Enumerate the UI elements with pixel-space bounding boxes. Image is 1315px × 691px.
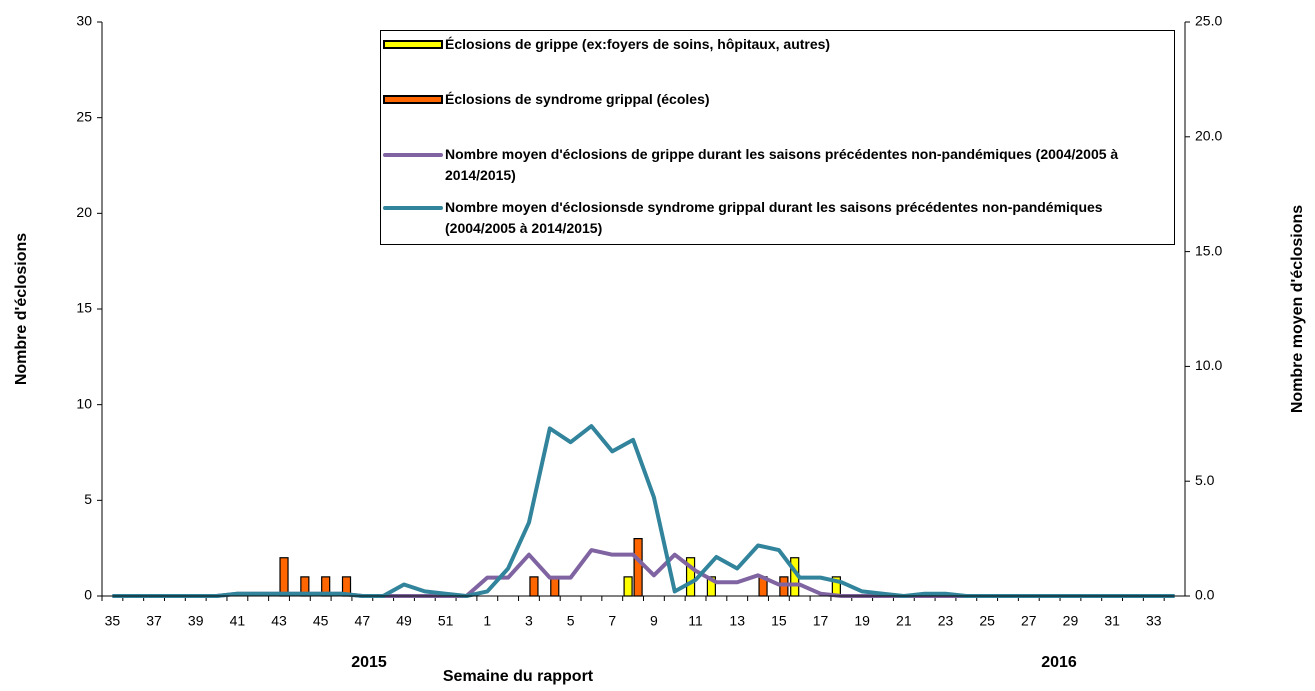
x-tick-label: 33 xyxy=(1146,613,1162,629)
x-tick-label: 7 xyxy=(608,613,616,629)
x-tick-label: 37 xyxy=(146,613,162,629)
line xyxy=(112,424,1175,598)
y-tick-label: 20 xyxy=(76,204,92,220)
y-tick-label: 0 xyxy=(84,587,92,603)
x-tick-label: 47 xyxy=(355,613,371,629)
x-tick-label: 43 xyxy=(271,613,287,629)
x-tick-label: 17 xyxy=(813,613,829,629)
legend-swatch xyxy=(381,200,445,216)
bar xyxy=(550,576,560,597)
y-tick-label: 5 xyxy=(84,491,92,507)
x-tick-label: 27 xyxy=(1021,613,1037,629)
y2-tick-label: 5.0 xyxy=(1195,472,1215,488)
x-tick-label: 51 xyxy=(438,613,454,629)
legend-item: Nombre moyen d'éclosions de grippe duran… xyxy=(381,146,1165,186)
bar xyxy=(279,557,289,597)
legend: Éclosions de grippe (ex:foyers de soins,… xyxy=(380,30,1175,245)
x-tick-label: 15 xyxy=(771,613,787,629)
x-tick-label: 3 xyxy=(525,613,533,629)
x-tick-label: 21 xyxy=(896,613,912,629)
x-tick-label: 25 xyxy=(979,613,995,629)
legend-item: Éclosions de grippe (ex:foyers de soins,… xyxy=(381,36,1165,55)
y2-tick-label: 20.0 xyxy=(1195,128,1222,144)
x-tick-label: 41 xyxy=(230,613,246,629)
x-tick-label: 19 xyxy=(854,613,870,629)
x-tick-label: 45 xyxy=(313,613,329,629)
y-tick-label: 30 xyxy=(76,13,92,29)
legend-swatch xyxy=(381,37,445,53)
year-label: 2016 xyxy=(1041,654,1077,671)
legend-label: Éclosions de grippe (ex:foyers de soins,… xyxy=(445,36,831,52)
legend-item: Nombre moyen d'éclosionsde syndrome grip… xyxy=(381,199,1165,239)
y-tick-label: 10 xyxy=(76,395,92,411)
x-tick-label: 9 xyxy=(650,613,658,629)
y-axis-title: Nombre d'éclosions xyxy=(13,233,30,385)
year-label: 2015 xyxy=(351,654,387,671)
y2-tick-label: 0.0 xyxy=(1195,587,1215,603)
x-tick-label: 13 xyxy=(729,613,745,629)
y2-tick-label: 10.0 xyxy=(1195,357,1222,373)
x-axis-title: Semaine du rapport xyxy=(443,668,594,685)
y2-tick-label: 15.0 xyxy=(1195,242,1222,258)
line xyxy=(112,548,1175,598)
bar xyxy=(633,537,643,597)
x-tick-label: 35 xyxy=(105,613,121,629)
x-tick-label: 23 xyxy=(938,613,954,629)
y2-tick-label: 25.0 xyxy=(1195,13,1222,29)
legend-item: Éclosions de syndrome grippal (écoles) xyxy=(381,91,1165,110)
legend-label: Nombre moyen d'éclosions de grippe duran… xyxy=(445,146,1119,183)
x-tick-label: 11 xyxy=(688,613,703,629)
bar xyxy=(529,576,539,597)
x-tick-label: 39 xyxy=(188,613,204,629)
x-tick-label: 29 xyxy=(1063,613,1079,629)
legend-swatch xyxy=(381,147,445,163)
y-tick-label: 15 xyxy=(76,300,92,316)
bar xyxy=(623,576,633,597)
x-tick-label: 31 xyxy=(1104,613,1120,629)
legend-label: Nombre moyen d'éclosionsde syndrome grip… xyxy=(445,199,1103,236)
x-tick-label: 5 xyxy=(567,613,575,629)
x-tick-label: 1 xyxy=(483,613,491,629)
x-tick-label: 49 xyxy=(396,613,412,629)
legend-swatch xyxy=(381,92,445,108)
legend-label: Éclosions de syndrome grippal (écoles) xyxy=(445,91,710,107)
y2-axis-title: Nombre moyen d'éclosions xyxy=(1289,205,1306,413)
y-tick-label: 25 xyxy=(76,108,92,124)
